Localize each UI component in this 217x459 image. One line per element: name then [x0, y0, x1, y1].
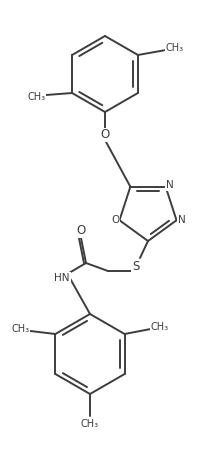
Text: CH₃: CH₃ [27, 92, 45, 102]
Text: HN: HN [54, 273, 70, 283]
Text: S: S [132, 259, 140, 273]
Text: CH₃: CH₃ [151, 322, 169, 332]
Text: O: O [100, 129, 110, 141]
Text: CH₃: CH₃ [166, 43, 184, 53]
Text: N: N [166, 180, 174, 190]
Text: CH₃: CH₃ [81, 419, 99, 429]
Text: O: O [111, 215, 120, 225]
Text: O: O [76, 224, 86, 237]
Text: N: N [178, 215, 185, 225]
Text: CH₃: CH₃ [11, 324, 30, 334]
